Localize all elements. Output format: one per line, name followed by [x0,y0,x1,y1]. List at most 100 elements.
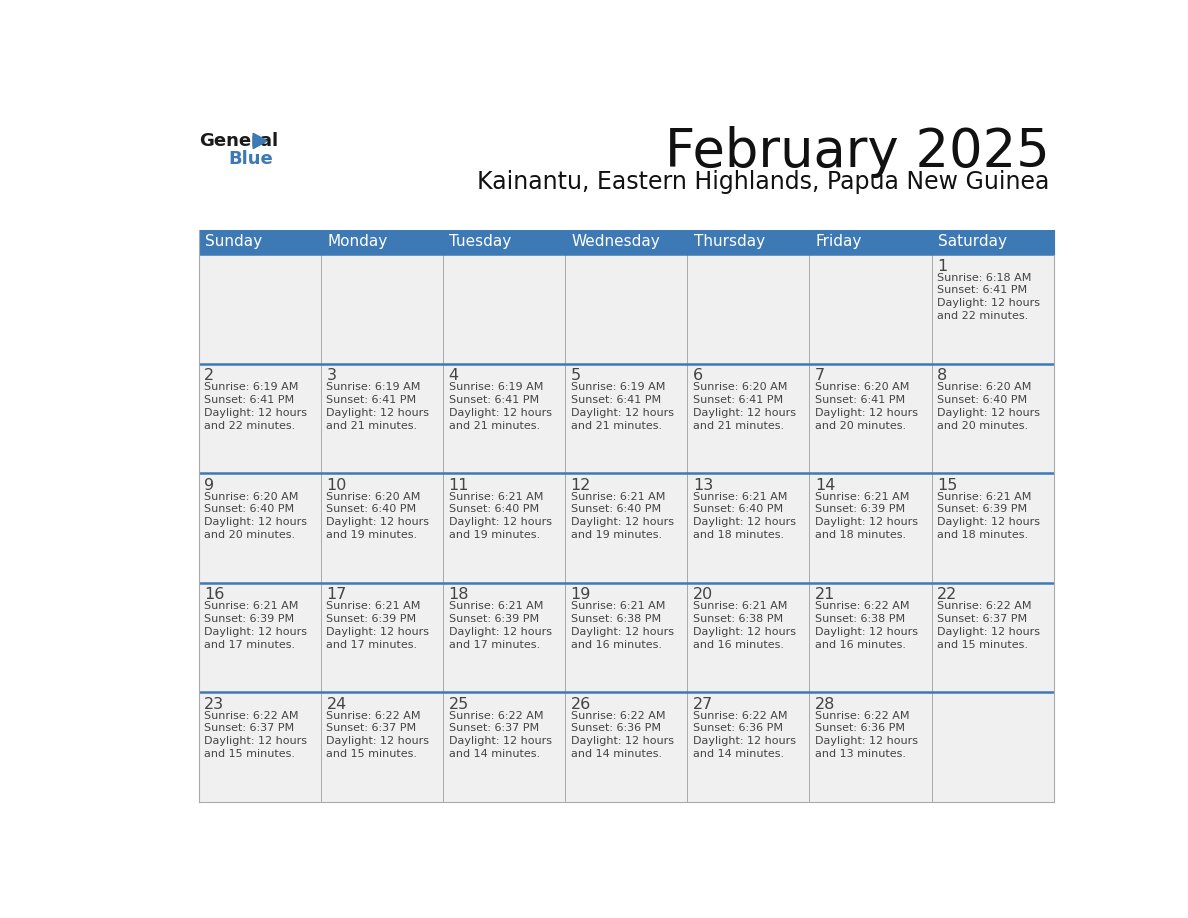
Text: 27: 27 [693,697,713,711]
Text: Sunrise: 6:21 AM
Sunset: 6:39 PM
Daylight: 12 hours
and 18 minutes.: Sunrise: 6:21 AM Sunset: 6:39 PM Dayligh… [815,492,918,540]
Bar [321,583,443,692]
Bar [931,583,1054,692]
Text: 3: 3 [327,368,336,383]
Text: 14: 14 [815,477,835,493]
Bar [198,364,321,473]
Bar [931,364,1054,473]
Text: Sunrise: 6:19 AM
Sunset: 6:41 PM
Daylight: 12 hours
and 21 minutes.: Sunrise: 6:19 AM Sunset: 6:41 PM Dayligh… [449,382,551,431]
Text: 28: 28 [815,697,835,711]
Text: Sunrise: 6:20 AM
Sunset: 6:40 PM
Daylight: 12 hours
and 20 minutes.: Sunrise: 6:20 AM Sunset: 6:40 PM Dayligh… [937,382,1040,431]
Bar [688,583,809,692]
Text: Sunday: Sunday [206,234,263,250]
Text: 2: 2 [204,368,214,383]
Text: 24: 24 [327,697,347,711]
Text: Sunrise: 6:21 AM
Sunset: 6:38 PM
Daylight: 12 hours
and 16 minutes.: Sunrise: 6:21 AM Sunset: 6:38 PM Dayligh… [570,601,674,650]
Text: Sunrise: 6:18 AM
Sunset: 6:41 PM
Daylight: 12 hours
and 22 minutes.: Sunrise: 6:18 AM Sunset: 6:41 PM Dayligh… [937,273,1040,321]
Text: Sunrise: 6:19 AM
Sunset: 6:41 PM
Daylight: 12 hours
and 21 minutes.: Sunrise: 6:19 AM Sunset: 6:41 PM Dayligh… [570,382,674,431]
Bar [443,473,565,583]
Bar [565,692,688,801]
Bar [443,583,565,692]
Text: Sunrise: 6:21 AM
Sunset: 6:39 PM
Daylight: 12 hours
and 17 minutes.: Sunrise: 6:21 AM Sunset: 6:39 PM Dayligh… [204,601,308,650]
Text: Sunrise: 6:21 AM
Sunset: 6:39 PM
Daylight: 12 hours
and 18 minutes.: Sunrise: 6:21 AM Sunset: 6:39 PM Dayligh… [937,492,1040,540]
Text: Sunrise: 6:20 AM
Sunset: 6:40 PM
Daylight: 12 hours
and 20 minutes.: Sunrise: 6:20 AM Sunset: 6:40 PM Dayligh… [204,492,308,540]
Bar [809,364,931,473]
Text: Sunrise: 6:21 AM
Sunset: 6:40 PM
Daylight: 12 hours
and 19 minutes.: Sunrise: 6:21 AM Sunset: 6:40 PM Dayligh… [570,492,674,540]
Bar [809,692,931,801]
Bar [321,254,443,364]
Bar [809,583,931,692]
Text: General: General [198,131,278,150]
Bar [443,230,565,254]
Text: Kainantu, Eastern Highlands, Papua New Guinea: Kainantu, Eastern Highlands, Papua New G… [478,170,1050,195]
Text: 16: 16 [204,588,225,602]
Text: 6: 6 [693,368,703,383]
Text: Sunrise: 6:22 AM
Sunset: 6:36 PM
Daylight: 12 hours
and 13 minutes.: Sunrise: 6:22 AM Sunset: 6:36 PM Dayligh… [815,711,918,759]
Text: 12: 12 [570,477,590,493]
Bar [443,364,565,473]
Bar [321,473,443,583]
Bar [565,364,688,473]
Text: 8: 8 [937,368,947,383]
Bar [688,692,809,801]
Text: Friday: Friday [816,234,862,250]
Text: 15: 15 [937,477,958,493]
Text: 17: 17 [327,588,347,602]
Text: Sunrise: 6:21 AM
Sunset: 6:40 PM
Daylight: 12 hours
and 19 minutes.: Sunrise: 6:21 AM Sunset: 6:40 PM Dayligh… [449,492,551,540]
Text: Sunrise: 6:22 AM
Sunset: 6:37 PM
Daylight: 12 hours
and 15 minutes.: Sunrise: 6:22 AM Sunset: 6:37 PM Dayligh… [204,711,308,759]
Text: Sunrise: 6:21 AM
Sunset: 6:38 PM
Daylight: 12 hours
and 16 minutes.: Sunrise: 6:21 AM Sunset: 6:38 PM Dayligh… [693,601,796,650]
Bar [321,364,443,473]
Bar [443,692,565,801]
Text: Sunrise: 6:22 AM
Sunset: 6:36 PM
Daylight: 12 hours
and 14 minutes.: Sunrise: 6:22 AM Sunset: 6:36 PM Dayligh… [693,711,796,759]
Text: 25: 25 [449,697,469,711]
Text: Wednesday: Wednesday [571,234,661,250]
Text: Sunrise: 6:21 AM
Sunset: 6:39 PM
Daylight: 12 hours
and 17 minutes.: Sunrise: 6:21 AM Sunset: 6:39 PM Dayligh… [327,601,429,650]
Text: February 2025: February 2025 [665,126,1050,177]
Bar [198,230,321,254]
Bar [809,230,931,254]
Text: 18: 18 [449,588,469,602]
Bar [809,473,931,583]
Bar [688,230,809,254]
Text: 21: 21 [815,588,835,602]
Text: Sunrise: 6:20 AM
Sunset: 6:40 PM
Daylight: 12 hours
and 19 minutes.: Sunrise: 6:20 AM Sunset: 6:40 PM Dayligh… [327,492,429,540]
Bar [198,254,321,364]
Text: Sunrise: 6:22 AM
Sunset: 6:38 PM
Daylight: 12 hours
and 16 minutes.: Sunrise: 6:22 AM Sunset: 6:38 PM Dayligh… [815,601,918,650]
Polygon shape [253,133,267,149]
Text: 13: 13 [693,477,713,493]
Text: Sunrise: 6:19 AM
Sunset: 6:41 PM
Daylight: 12 hours
and 22 minutes.: Sunrise: 6:19 AM Sunset: 6:41 PM Dayligh… [204,382,308,431]
Text: Monday: Monday [327,234,387,250]
Text: 20: 20 [693,588,713,602]
Text: Sunrise: 6:22 AM
Sunset: 6:37 PM
Daylight: 12 hours
and 15 minutes.: Sunrise: 6:22 AM Sunset: 6:37 PM Dayligh… [937,601,1040,650]
Text: 1: 1 [937,259,947,274]
Text: 7: 7 [815,368,824,383]
Text: Sunrise: 6:22 AM
Sunset: 6:36 PM
Daylight: 12 hours
and 14 minutes.: Sunrise: 6:22 AM Sunset: 6:36 PM Dayligh… [570,711,674,759]
Bar [565,473,688,583]
Text: 23: 23 [204,697,225,711]
Text: Tuesday: Tuesday [449,234,512,250]
Text: 11: 11 [449,477,469,493]
Text: Thursday: Thursday [694,234,765,250]
Bar [321,692,443,801]
Bar [688,364,809,473]
Text: Sunrise: 6:22 AM
Sunset: 6:37 PM
Daylight: 12 hours
and 15 minutes.: Sunrise: 6:22 AM Sunset: 6:37 PM Dayligh… [327,711,429,759]
Bar [198,692,321,801]
Text: Sunrise: 6:22 AM
Sunset: 6:37 PM
Daylight: 12 hours
and 14 minutes.: Sunrise: 6:22 AM Sunset: 6:37 PM Dayligh… [449,711,551,759]
Text: Sunrise: 6:20 AM
Sunset: 6:41 PM
Daylight: 12 hours
and 20 minutes.: Sunrise: 6:20 AM Sunset: 6:41 PM Dayligh… [815,382,918,431]
Bar [688,254,809,364]
Text: Sunrise: 6:21 AM
Sunset: 6:40 PM
Daylight: 12 hours
and 18 minutes.: Sunrise: 6:21 AM Sunset: 6:40 PM Dayligh… [693,492,796,540]
Bar [688,473,809,583]
Bar [931,473,1054,583]
Bar [565,230,688,254]
Text: 4: 4 [449,368,459,383]
Text: 22: 22 [937,588,958,602]
Bar [443,254,565,364]
Text: 26: 26 [570,697,590,711]
Bar [931,254,1054,364]
Bar [809,254,931,364]
Text: Blue: Blue [228,151,273,168]
Text: Sunrise: 6:19 AM
Sunset: 6:41 PM
Daylight: 12 hours
and 21 minutes.: Sunrise: 6:19 AM Sunset: 6:41 PM Dayligh… [327,382,429,431]
Text: 10: 10 [327,477,347,493]
Text: 5: 5 [570,368,581,383]
Bar [198,473,321,583]
Text: Saturday: Saturday [937,234,1006,250]
